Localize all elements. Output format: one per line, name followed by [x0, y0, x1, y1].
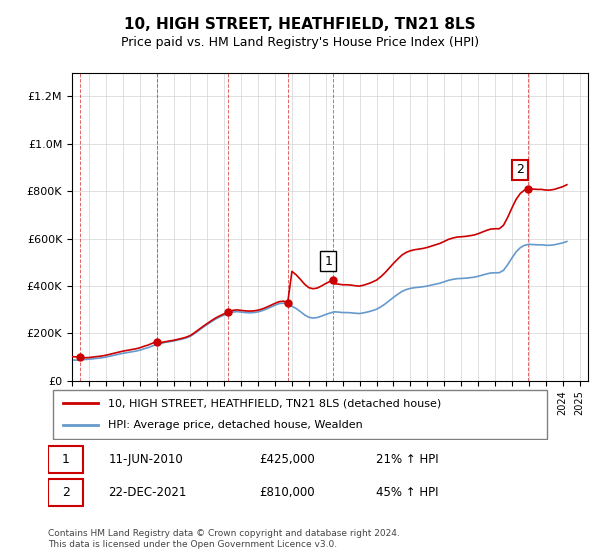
FancyBboxPatch shape	[53, 390, 547, 438]
Text: 2: 2	[516, 164, 524, 176]
Text: £425,000: £425,000	[260, 452, 316, 466]
Text: Price paid vs. HM Land Registry's House Price Index (HPI): Price paid vs. HM Land Registry's House …	[121, 36, 479, 49]
Text: 22-DEC-2021: 22-DEC-2021	[109, 486, 187, 500]
Text: 45% ↑ HPI: 45% ↑ HPI	[376, 486, 438, 500]
Text: 10, HIGH STREET, HEATHFIELD, TN21 8LS (detached house): 10, HIGH STREET, HEATHFIELD, TN21 8LS (d…	[109, 398, 442, 408]
Text: £810,000: £810,000	[260, 486, 316, 500]
FancyBboxPatch shape	[48, 479, 83, 506]
Text: 21% ↑ HPI: 21% ↑ HPI	[376, 452, 438, 466]
Text: 11-JUN-2010: 11-JUN-2010	[109, 452, 183, 466]
Text: 10, HIGH STREET, HEATHFIELD, TN21 8LS: 10, HIGH STREET, HEATHFIELD, TN21 8LS	[124, 17, 476, 32]
Text: Contains HM Land Registry data © Crown copyright and database right 2024.
This d: Contains HM Land Registry data © Crown c…	[48, 529, 400, 549]
Text: 1: 1	[324, 255, 332, 268]
Text: 1: 1	[62, 452, 70, 466]
Text: 2: 2	[62, 486, 70, 500]
Text: HPI: Average price, detached house, Wealden: HPI: Average price, detached house, Weal…	[109, 421, 363, 431]
FancyBboxPatch shape	[48, 446, 83, 473]
